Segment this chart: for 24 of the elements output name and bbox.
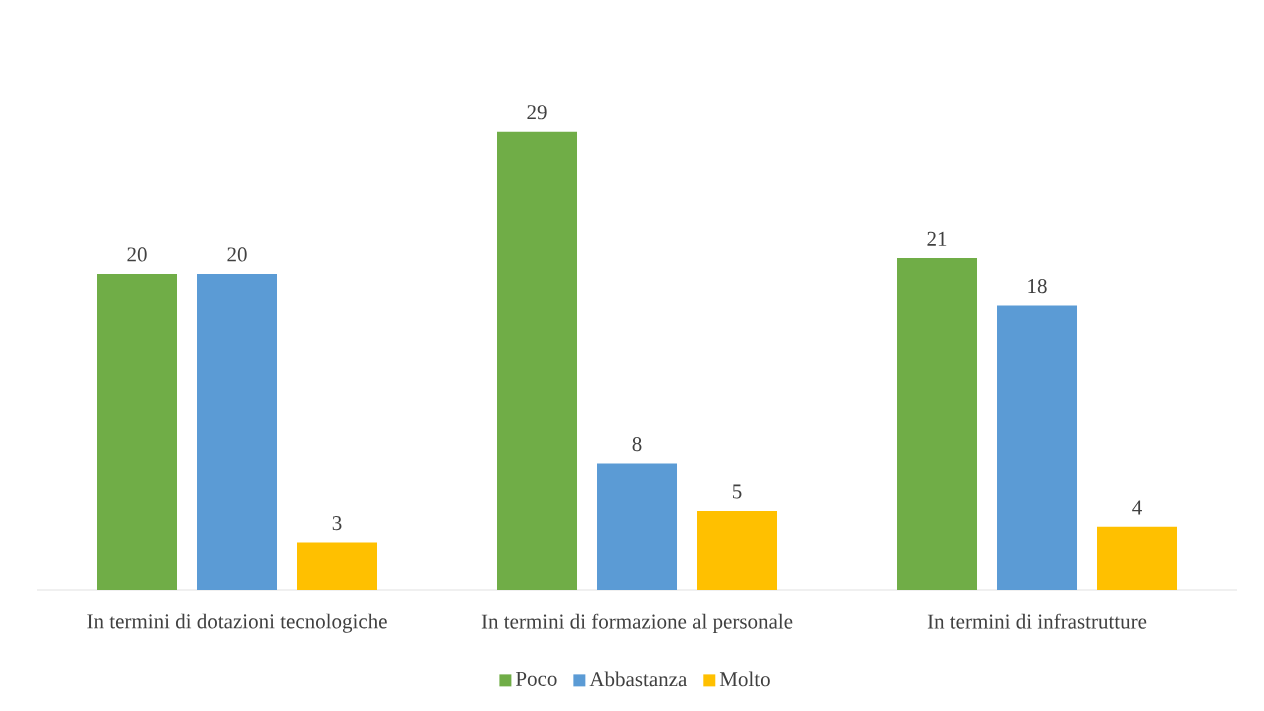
data-label: 18 bbox=[1028, 278, 1047, 294]
data-label: 4 bbox=[1132, 500, 1142, 515]
bar bbox=[697, 510, 778, 590]
bar bbox=[1097, 526, 1178, 590]
bar bbox=[897, 258, 978, 590]
data-label: 21 bbox=[927, 231, 947, 246]
data-label: 8 bbox=[632, 436, 642, 452]
legend-label: Molto bbox=[719, 671, 770, 687]
x-tick-label: In termini di dotazioni tecnologiche bbox=[87, 613, 387, 633]
x-tick-label: In termini di infrastrutture bbox=[927, 613, 1147, 629]
bar bbox=[497, 131, 578, 590]
bar bbox=[597, 463, 678, 590]
bar bbox=[997, 305, 1078, 590]
x-tick-label: In termini di formazione al personale bbox=[481, 613, 793, 633]
legend-label: Abbastanza bbox=[589, 671, 688, 687]
data-label: 20 bbox=[227, 247, 247, 262]
data-label: 29 bbox=[527, 105, 547, 120]
data-label: 5 bbox=[732, 484, 742, 499]
bar bbox=[197, 273, 277, 590]
bar bbox=[297, 542, 377, 590]
data-label: 3 bbox=[332, 516, 342, 531]
bar bbox=[97, 273, 177, 590]
data-label: 20 bbox=[127, 247, 147, 262]
legend-label: Poco bbox=[515, 671, 557, 686]
